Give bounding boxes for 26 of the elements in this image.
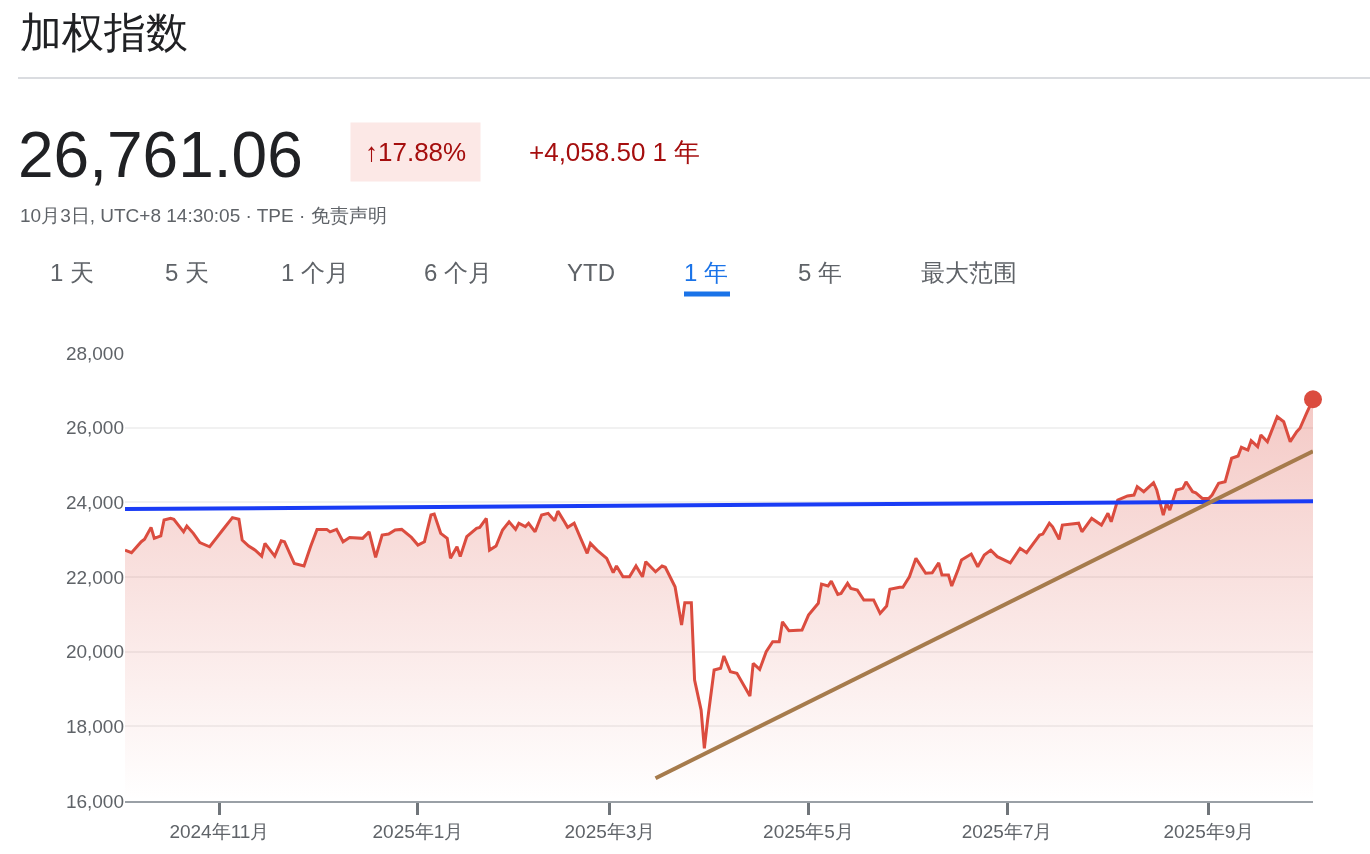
- x-tick-label: 2025年3月: [564, 820, 656, 842]
- text: ↑17.88%: [365, 137, 467, 167]
- text: 10月3日, UTC+8 14:30:05 · TPE · 免责声明: [20, 205, 387, 226]
- text: YTD: [567, 259, 615, 286]
- text: 6 个月: [424, 259, 493, 286]
- y-tick-label: 26,000: [65, 417, 124, 439]
- x-tick-label: 2024年11月: [169, 820, 270, 842]
- x-tick-label: 2025年9月: [1163, 820, 1255, 842]
- text: +4,058.50 1 年: [529, 137, 701, 167]
- y-tick-label: 22,000: [65, 566, 124, 588]
- y-tick-label: 20,000: [65, 641, 124, 663]
- x-tick-label: 2025年1月: [372, 820, 464, 842]
- text: 5 年: [798, 259, 843, 286]
- y-tick-label: 16,000: [65, 790, 124, 812]
- chart-subtitle: 26,761.06: [18, 119, 303, 191]
- y-tick-label: 24,000: [65, 491, 124, 513]
- x-tick-label: 2025年5月: [763, 820, 854, 842]
- text: 1 个月: [281, 259, 350, 286]
- x-tick-label: 2025年7月: [961, 820, 1053, 842]
- y-tick-label: 18,000: [65, 715, 124, 737]
- text: 1 年: [684, 259, 729, 286]
- text: 最大范围: [921, 259, 1017, 286]
- text: 1 天: [50, 259, 95, 286]
- text: 5 天: [165, 259, 210, 286]
- chart-title: 加权指数: [20, 9, 188, 56]
- y-tick-label: 28,000: [65, 342, 124, 364]
